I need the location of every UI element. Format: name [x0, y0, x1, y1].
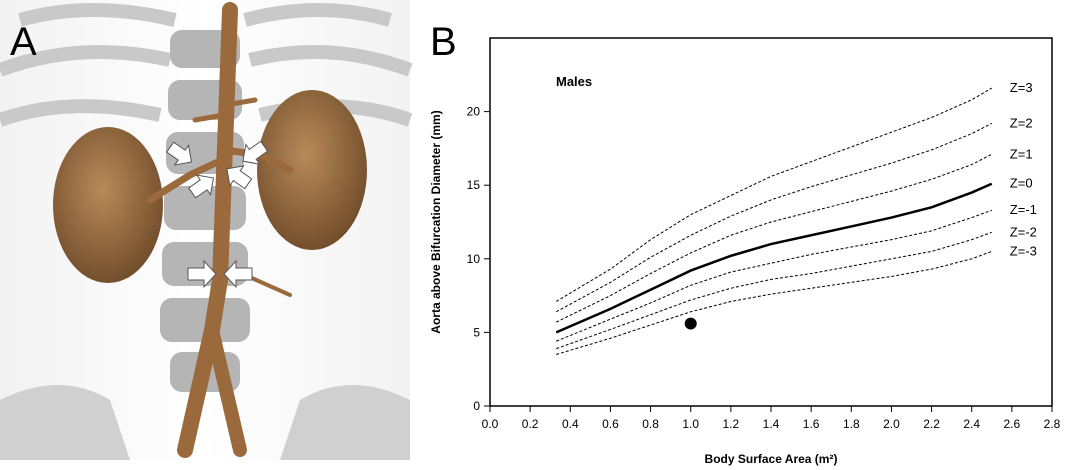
pelvis	[0, 385, 410, 460]
chart: B Males Body Surface Area (m²) Aorta abo…	[429, 20, 1061, 466]
series-line	[556, 231, 992, 350]
y-tick-label: 0	[473, 399, 480, 413]
panel-label: A	[10, 20, 37, 64]
series-label: Z=-2	[1010, 224, 1037, 239]
series-label: Z=1	[1010, 146, 1033, 161]
x-tick-label: 1.6	[803, 417, 820, 431]
series-line	[555, 87, 993, 302]
series-line	[556, 209, 992, 342]
arrows	[166, 140, 269, 289]
kidney-right	[53, 127, 163, 283]
series-line	[556, 153, 993, 323]
x-tick-label: 1.0	[682, 417, 699, 431]
kidney-left	[257, 90, 367, 250]
series-label: Z=3	[1010, 80, 1033, 95]
x-tick-label: 1.4	[763, 417, 780, 431]
y-axis-title: Aorta above Bifurcation Diameter (mm)	[429, 110, 443, 333]
series-label: Z=2	[1010, 115, 1033, 130]
x-tick-label: 2.6	[1004, 417, 1021, 431]
series-label: Z=-1	[1010, 202, 1037, 217]
series-line	[555, 122, 993, 313]
x-tick-label: 0.6	[602, 417, 619, 431]
panel-label: B	[430, 20, 457, 64]
x-tick-label: 0.4	[562, 417, 579, 431]
x-tick-label: 2.0	[883, 417, 900, 431]
ct-render: A	[0, 0, 413, 460]
data-point	[684, 317, 697, 330]
y-tick-label: 5	[473, 325, 480, 339]
series-label: Z=-3	[1010, 243, 1037, 258]
x-tick-label: 1.2	[723, 417, 740, 431]
aorta	[146, 2, 294, 458]
x-tick-label: 2.8	[1044, 417, 1061, 431]
y-tick-label: 10	[467, 252, 481, 266]
series-line	[556, 250, 992, 355]
series-line	[555, 182, 993, 334]
x-tick-label: 2.4	[963, 417, 980, 431]
x-tick-label: 0.2	[522, 417, 539, 431]
annotation: Males	[556, 74, 592, 89]
y-tick-label: 20	[467, 105, 481, 119]
x-tick-label: 2.2	[923, 417, 940, 431]
y-tick-label: 15	[467, 178, 481, 192]
x-axis-title: Body Surface Area (m²)	[705, 452, 838, 466]
x-tick-label: 1.8	[843, 417, 860, 431]
series-label: Z=0	[1010, 176, 1033, 191]
x-tick-label: 0.0	[482, 417, 499, 431]
x-tick-label: 0.8	[642, 417, 659, 431]
